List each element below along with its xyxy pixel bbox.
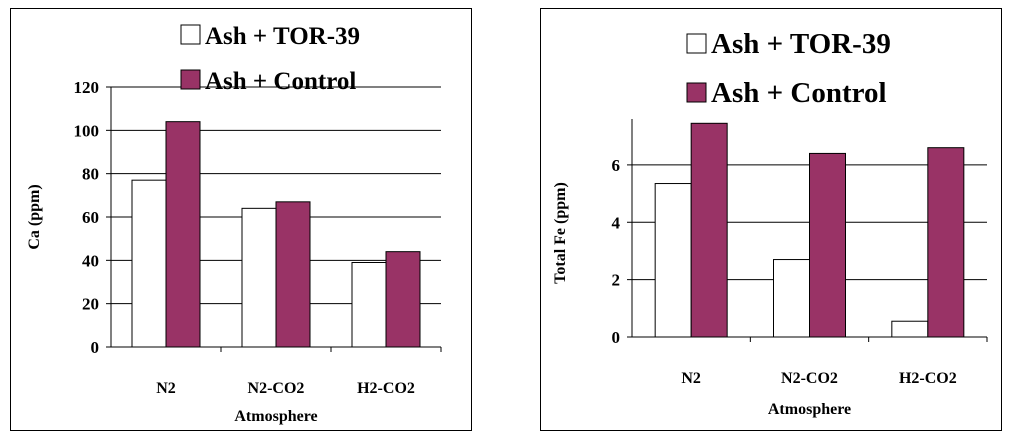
y-tick-label: 2 xyxy=(612,271,621,290)
bar-tor39 xyxy=(241,207,277,348)
y-tick-label: 80 xyxy=(82,165,99,184)
bar-control xyxy=(690,122,728,338)
y-tick-label: 0 xyxy=(612,328,621,347)
bar-control xyxy=(275,201,311,348)
y-tick-label: 40 xyxy=(82,251,99,270)
bar-tor39 xyxy=(891,320,929,338)
legend-swatch xyxy=(686,33,707,54)
y-tick-label: 4 xyxy=(612,213,621,232)
legend-swatch xyxy=(180,69,201,90)
y-tick-label: 6 xyxy=(612,156,621,175)
legend-swatch xyxy=(686,82,707,103)
x-tick-label: N2-CO2 xyxy=(248,380,305,397)
x-tick-label: H2-CO2 xyxy=(357,380,415,397)
ca-chart-panel: 0 20 40 60 80 100 120 N2 N2-CO2 H2-CO2 Atmosphere C… xyxy=(10,8,472,431)
y-axis-title: Total Fe (ppm) xyxy=(552,182,569,284)
x-axis-title: Atmosphere xyxy=(768,401,851,418)
x-tick-label: H2-CO2 xyxy=(899,370,957,387)
x-axis-title: Atmosphere xyxy=(234,408,317,425)
bar-control xyxy=(927,147,965,338)
fe-bar-chart: 0 2 4 6 N2 N2-CO2 H2-CO2 Atmosphere Total Fe (pp… xyxy=(552,28,988,418)
bar-tor39 xyxy=(654,183,692,338)
bar-control xyxy=(165,121,201,348)
legend-swatch xyxy=(180,24,201,45)
x-tick-label: N2 xyxy=(681,370,701,387)
y-tick-label: 0 xyxy=(91,338,100,357)
bar-tor39 xyxy=(351,262,387,348)
x-tick-label: N2 xyxy=(156,380,176,397)
y-axis-title: Ca (ppm) xyxy=(26,184,43,249)
legend-label: Ash + Control xyxy=(205,68,356,95)
legend-label: Ash + Control xyxy=(711,77,887,109)
y-tick-label: 100 xyxy=(74,121,100,140)
bar-control xyxy=(385,251,421,348)
bar-tor39 xyxy=(131,179,167,348)
y-tick-label: 60 xyxy=(82,208,99,227)
x-tick-label: N2-CO2 xyxy=(781,370,838,387)
fe-chart-panel: 0 2 4 6 N2 N2-CO2 H2-CO2 Atmosphere Total Fe (pp… xyxy=(540,8,1002,431)
legend-label: Ash + TOR-39 xyxy=(205,23,360,50)
y-tick-label: 20 xyxy=(82,295,99,314)
bar-tor39 xyxy=(773,259,810,338)
bar-control xyxy=(809,152,846,338)
y-tick-label: 120 xyxy=(74,78,100,97)
legend-label: Ash + TOR-39 xyxy=(711,28,891,60)
ca-bar-chart: 0 20 40 60 80 100 120 N2 N2-CO2 H2-CO2 Atmosphere C… xyxy=(26,23,442,425)
